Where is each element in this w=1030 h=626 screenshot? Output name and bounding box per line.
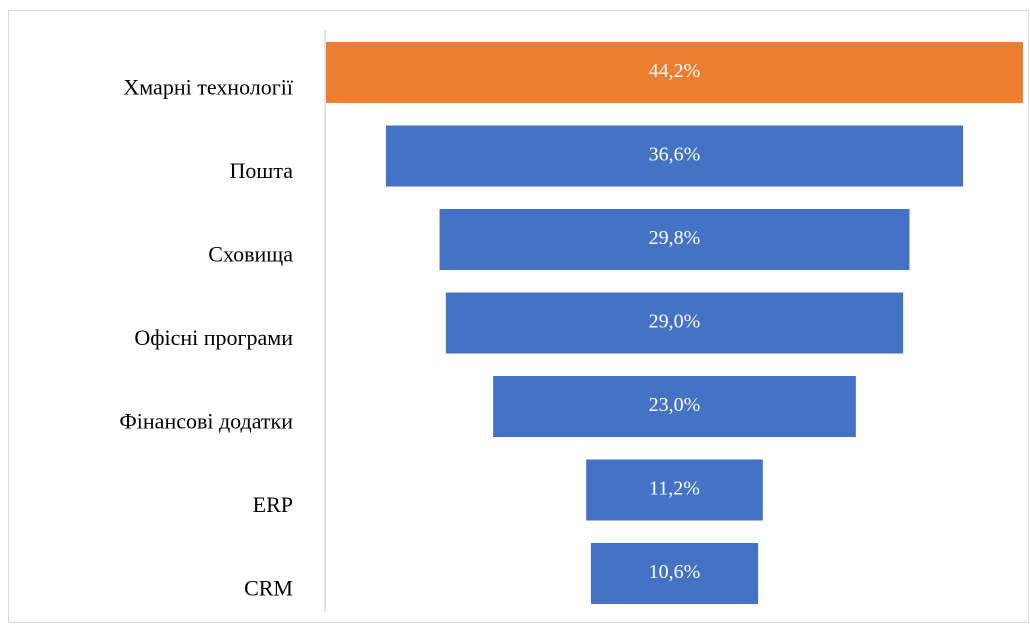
category-label: Пошта — [230, 158, 294, 183]
category-label: Сховища — [208, 242, 293, 267]
value-label: 44,2% — [649, 60, 701, 82]
value-label: 29,0% — [649, 311, 701, 333]
funnel-bar — [385, 125, 964, 187]
category-label: Офісні програми — [134, 325, 293, 350]
funnel-bar — [439, 209, 910, 270]
value-label: 10,6% — [649, 561, 701, 583]
funnel-bar — [586, 459, 763, 521]
category-label: CRM — [244, 576, 293, 601]
category-label: Фінансові додатки — [119, 409, 293, 434]
category-label: Хмарні технології — [123, 75, 293, 100]
funnel-bar — [326, 42, 1023, 103]
value-label: 11,2% — [649, 478, 700, 500]
value-label: 29,8% — [649, 227, 701, 249]
value-label: 36,6% — [649, 144, 701, 166]
funnel-bar — [590, 543, 759, 604]
funnel-bar — [493, 376, 856, 437]
category-label: ERP — [253, 492, 293, 517]
value-label: 23,0% — [649, 394, 701, 416]
funnel-bar — [445, 292, 904, 354]
